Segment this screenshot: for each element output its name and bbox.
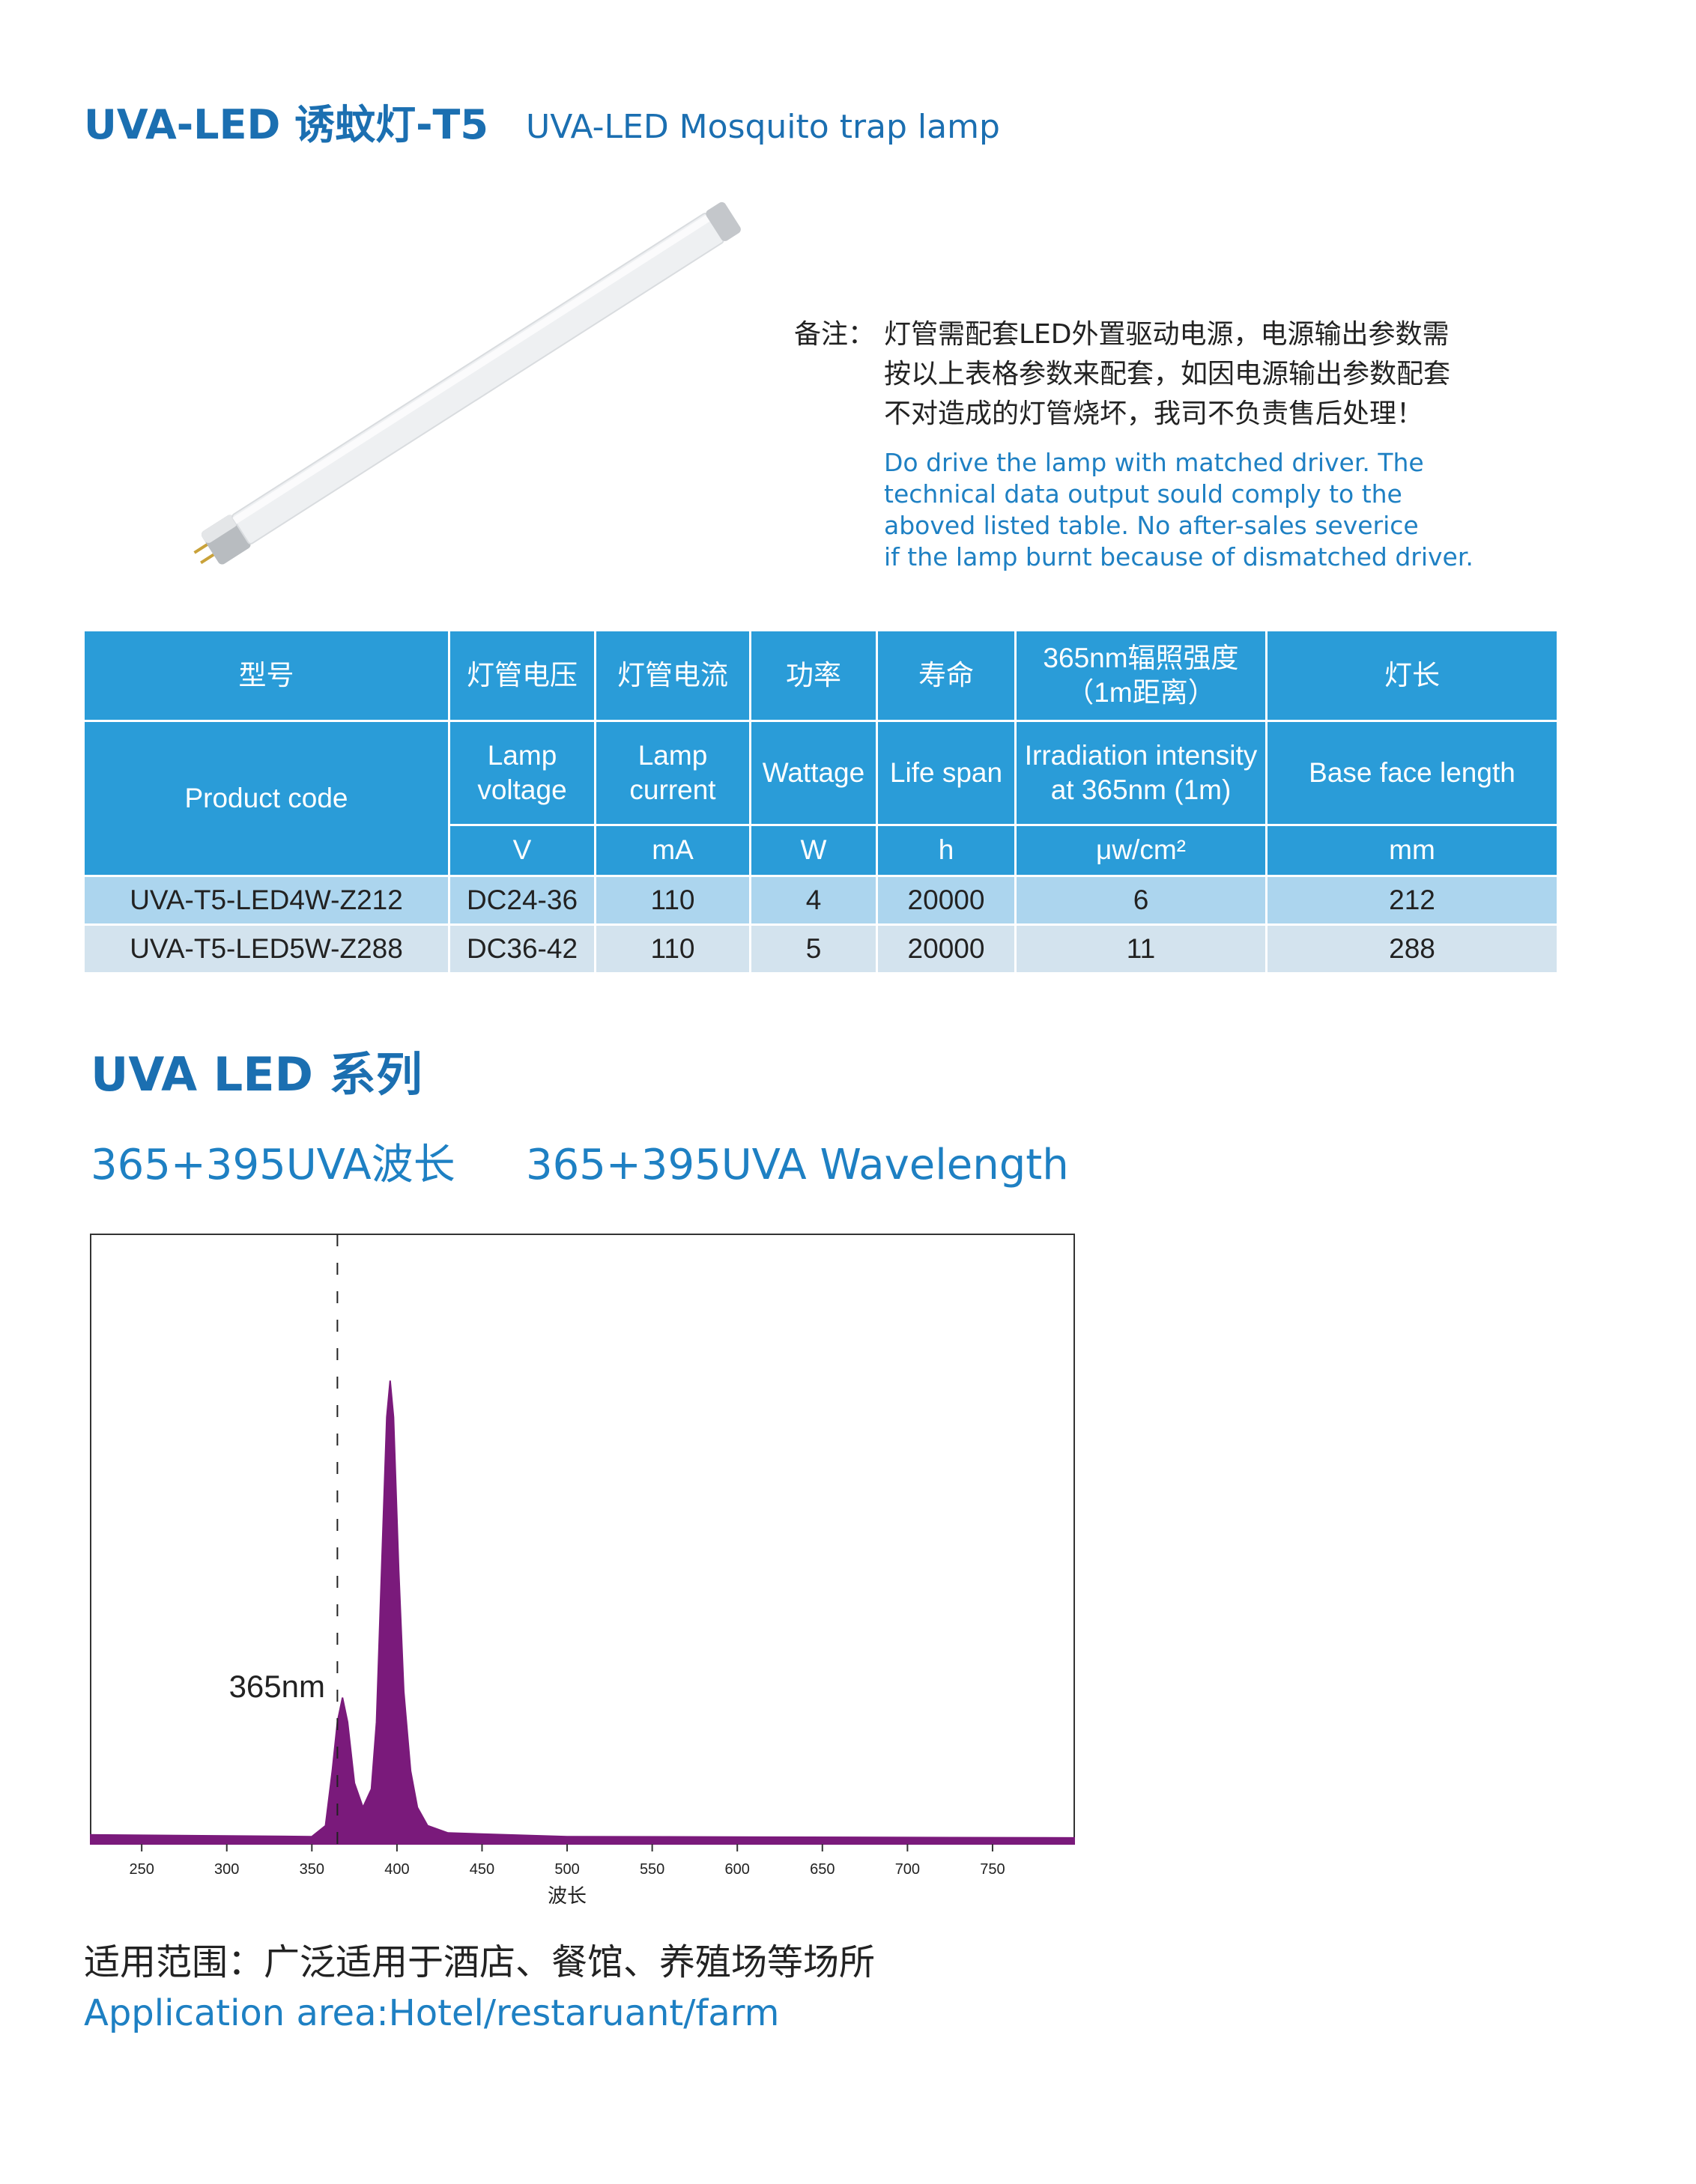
header-cell: 寿命	[876, 629, 1017, 722]
annotation: 365nm	[229, 1669, 325, 1704]
x-tick-label: 650	[810, 1861, 835, 1878]
header-cell: 功率	[749, 629, 878, 722]
header-cell: Life span	[876, 720, 1017, 826]
x-axis-label: 波长	[548, 1884, 587, 1907]
x-tick-label: 400	[384, 1861, 409, 1878]
cell: 5	[749, 923, 878, 974]
unit-cell: W	[749, 824, 878, 877]
cell: UVA-T5-LED4W-Z212	[82, 875, 450, 926]
units-row: V mA W h μw/cm² mm	[84, 824, 1559, 877]
section-subtitle: 365+395UVA波长	[91, 1141, 455, 1189]
unit-cell: h	[876, 824, 1017, 877]
lamp-illustration	[193, 201, 741, 565]
unit-cell: μw/cm²	[1014, 824, 1268, 877]
cell: 20000	[876, 923, 1017, 974]
note-en: Do drive the lamp with matched driver. T…	[884, 448, 1424, 477]
x-tick-label: 250	[129, 1861, 154, 1878]
cell: 20000	[876, 875, 1017, 926]
header-line: （1m距离）	[1066, 677, 1216, 708]
page-title: UVA-LED 诱蚊灯-T5	[84, 101, 488, 148]
cell: 4	[749, 875, 878, 926]
cell: 11	[1014, 923, 1268, 974]
spectrum-area	[90, 1380, 1075, 1845]
header-row-en: Product code Lamp voltage Lamp current W…	[82, 720, 1559, 877]
header-cell: 灯长	[1265, 629, 1559, 722]
note-cn: 按以上表格参数来配套，如因电源输出参数配套	[884, 359, 1451, 389]
header-cell: Irradiation intensity at 365nm (1m)	[1014, 720, 1268, 826]
cell: 110	[594, 875, 751, 926]
x-tick-label: 750	[980, 1861, 1005, 1878]
x-tick-label: 700	[895, 1861, 920, 1878]
unit-cell: mm	[1265, 824, 1559, 877]
spec-table: 型号 灯管电压 灯管电流 功率 寿命 365nm辐照强度 （1m距离） 灯长 Pr…	[82, 629, 1559, 974]
unit-cell: V	[448, 824, 596, 877]
cell: 110	[594, 923, 751, 974]
data-row: UVA-T5-LED5W-Z288 DC36-42 110 5 20000 11…	[82, 923, 1559, 974]
plot-frame	[90, 1234, 1075, 1845]
x-tick-label: 300	[214, 1861, 239, 1878]
header-cell: Wattage	[749, 720, 878, 826]
x-tick-label: 600	[725, 1861, 750, 1878]
section-title: UVA LED 系列	[91, 1047, 423, 1102]
header-row-cn: 型号 灯管电压 灯管电流 功率 寿命 365nm辐照强度 （1m距离） 灯长	[82, 629, 1559, 722]
x-tick-label: 550	[640, 1861, 664, 1878]
cell: DC24-36	[448, 875, 596, 926]
note-cn: 不对造成的灯管烧坏，我司不负责售后处理！	[884, 398, 1424, 429]
header-cell: 型号	[82, 629, 450, 722]
page-subtitle: UVA-LED Mosquito trap lamp	[526, 108, 1000, 146]
header-cell: 灯管电流	[594, 629, 751, 722]
unit-cell: mA	[594, 824, 751, 877]
note-en: aboved listed table. No after-sales seve…	[884, 511, 1419, 540]
header-cell: Lamp current	[594, 720, 751, 826]
header-cell: 灯管电压	[448, 629, 596, 722]
x-tick-label: 350	[300, 1861, 324, 1878]
section-subtitle: 365+395UVA Wavelength	[526, 1141, 1069, 1189]
cell: 6	[1014, 875, 1268, 926]
header-cell: Product code	[82, 720, 450, 877]
footer-cn: 适用范围：广泛适用于酒店、餐馆、养殖场等场所	[84, 1941, 876, 1983]
note-en: if the lamp burnt because of dismatched …	[884, 542, 1474, 571]
header-cell: Lamp voltage	[448, 720, 596, 826]
cell: 288	[1265, 923, 1559, 974]
header-line: 365nm辐照强度	[1043, 642, 1239, 673]
x-tick-label: 450	[470, 1861, 494, 1878]
note-en: technical data output sould comply to th…	[884, 479, 1402, 509]
note-label: 备注：	[794, 319, 876, 350]
data-row: UVA-T5-LED4W-Z212 DC24-36 110 4 20000 6 …	[82, 875, 1559, 926]
note-cn: 灯管需配套LED外置驱动电源，电源输出参数需	[884, 319, 1450, 350]
header-cell: Base face length	[1265, 720, 1559, 826]
header-cell: 365nm辐照强度 （1m距离）	[1014, 629, 1268, 722]
x-tick-label: 500	[554, 1861, 579, 1878]
cell: DC36-42	[448, 923, 596, 974]
cell: UVA-T5-LED5W-Z288	[82, 923, 450, 974]
footer-en: Application area:Hotel/restaruant/farm	[84, 1992, 780, 2034]
cell: 212	[1265, 875, 1559, 926]
